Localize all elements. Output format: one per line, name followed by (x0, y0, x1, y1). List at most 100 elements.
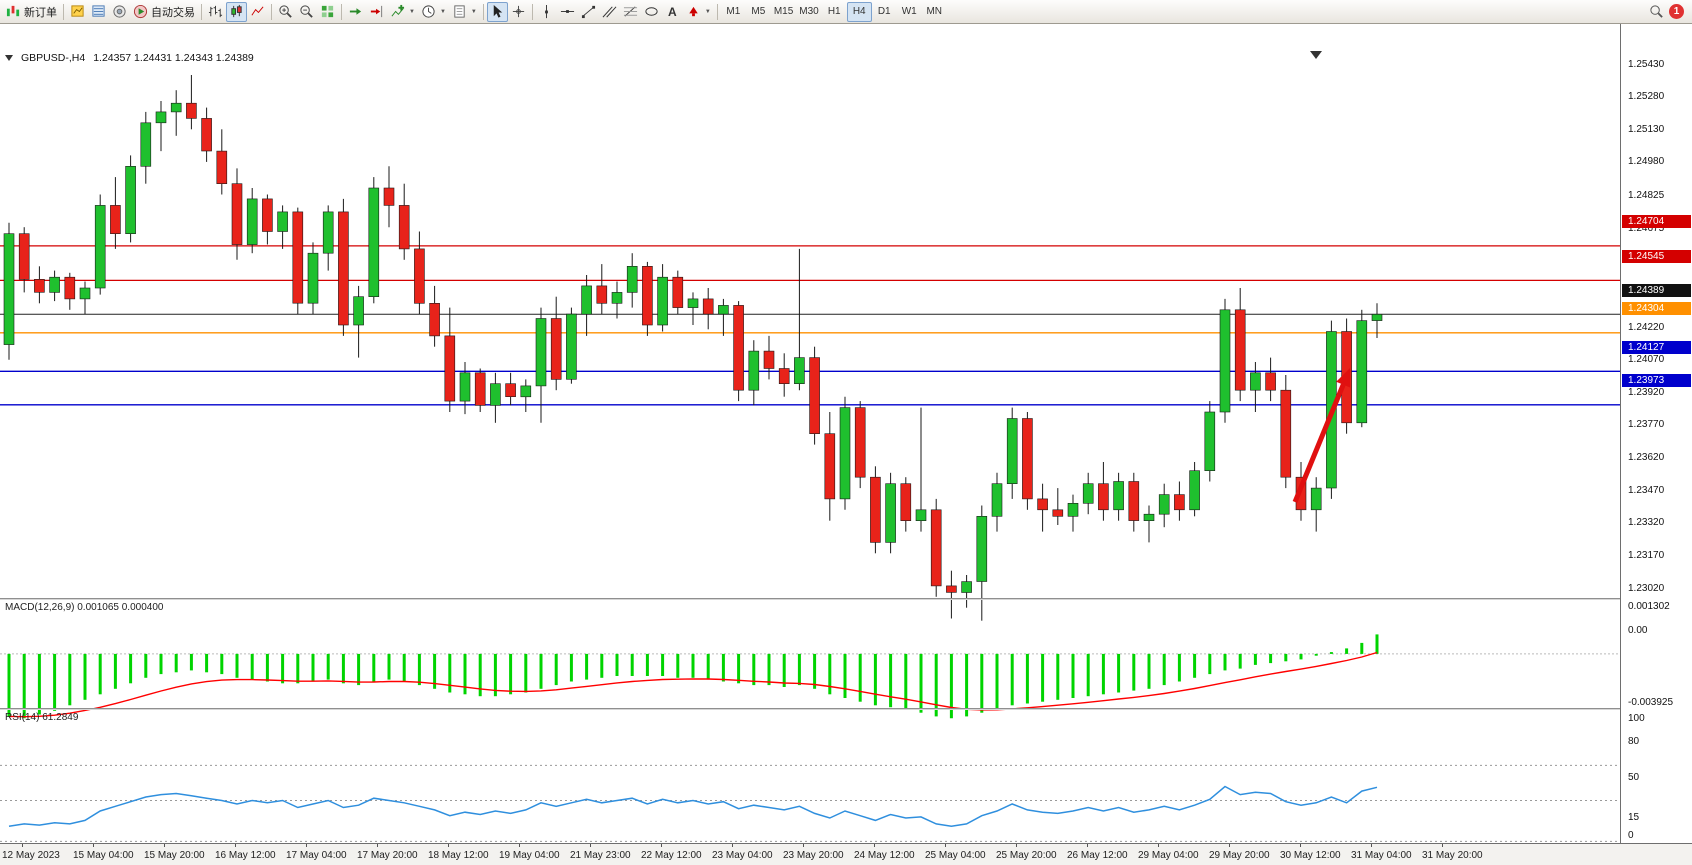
bar-chart-button[interactable] (205, 2, 226, 22)
candle (930, 498, 942, 597)
candle (262, 194, 273, 245)
macd-panel-splitter[interactable] (0, 598, 1620, 600)
zoom-out-button[interactable] (296, 2, 317, 22)
price-axis-label: 1.23320 (1628, 517, 1665, 529)
candle (672, 270, 684, 315)
periods-button[interactable]: ▼ (418, 2, 449, 22)
line-chart-icon (251, 6, 264, 16)
auto-scroll-button[interactable] (345, 2, 366, 22)
rsi-axis-label: 0 (1628, 830, 1634, 841)
price-tag-1.24389: 1.24389 (1622, 283, 1691, 297)
toolbar-separator (201, 3, 202, 20)
ohlc-readout: 1.24357 1.24431 1.24343 1.24389 (93, 52, 254, 64)
timeframe-d1-button[interactable]: D1 (872, 2, 897, 22)
time-axis-label: 19 May 04:00 (499, 850, 560, 861)
candle (794, 248, 805, 391)
main-chart-panel[interactable] (0, 48, 1620, 622)
auto-trading-button[interactable]: 自动交易 (130, 2, 198, 22)
candle (778, 353, 790, 397)
tile-windows-button[interactable] (317, 2, 338, 22)
templates-button[interactable]: ▼ (449, 2, 480, 22)
price-axis[interactable]: 1.254301.252801.251301.249801.248251.246… (1620, 24, 1692, 843)
time-axis-tick (1158, 844, 1159, 847)
navigator-button[interactable] (109, 2, 130, 22)
timeframe-m1-button[interactable]: M1 (721, 2, 746, 22)
toolbar-separator (63, 3, 64, 20)
timeframe-w1-button[interactable]: W1 (897, 2, 922, 22)
candle (292, 207, 304, 315)
time-axis-tick (661, 844, 662, 847)
notification-badge[interactable]: 1 (1669, 4, 1684, 19)
timeframe-mn-button[interactable]: MN (922, 2, 947, 22)
rsi-axis-label: 15 (1628, 812, 1640, 824)
horizontal-line-icon (560, 10, 574, 13)
price-axis-label: 1.25280 (1628, 91, 1665, 103)
candle (429, 285, 440, 347)
toolbar-separator (531, 3, 533, 20)
bar-chart-icon (208, 5, 223, 18)
fibonacci-button[interactable] (620, 2, 641, 22)
candle (414, 231, 425, 315)
timeframe-h1-button[interactable]: H1 (822, 2, 847, 22)
candle (596, 264, 608, 315)
new-order-label: 新订单 (24, 6, 57, 19)
candle (277, 205, 288, 249)
search-button[interactable] (1646, 2, 1667, 22)
candle (1280, 375, 1292, 489)
chevron-down-icon: ▼ (704, 8, 711, 15)
chart-shift-button[interactable] (366, 2, 387, 22)
candle (186, 75, 197, 130)
rsi-panel-splitter[interactable] (0, 708, 1620, 710)
time-axis-tick (377, 844, 378, 847)
time-axis-tick (590, 844, 591, 847)
vertical-line-button[interactable] (536, 2, 557, 22)
price-tag-1.24127: 1.24127 (1622, 340, 1691, 354)
candle (1219, 298, 1231, 423)
timeframe-m5-button[interactable]: M5 (746, 2, 771, 22)
time-axis-tick (22, 844, 23, 847)
macd-panel[interactable] (0, 624, 1620, 732)
timeframe-h4-button[interactable]: H4 (846, 1, 872, 22)
scroll-position-marker[interactable] (1310, 51, 1322, 59)
candle (216, 129, 228, 195)
time-axis-label: 24 May 12:00 (854, 850, 915, 861)
zoom-in-button[interactable] (275, 2, 296, 22)
candle (1113, 472, 1124, 521)
candle (1098, 462, 1109, 521)
candle (520, 379, 532, 412)
indicators-button[interactable]: ▼ (387, 2, 418, 22)
candlestick-chart-button[interactable] (226, 1, 247, 22)
trend-arrow-annotation[interactable] (1292, 368, 1351, 503)
candle (49, 270, 60, 302)
market-watch-button[interactable] (88, 2, 109, 22)
text-button[interactable]: A (662, 2, 683, 22)
candle (566, 307, 577, 384)
line-chart-button[interactable] (247, 2, 268, 22)
rsi-panel[interactable] (0, 734, 1620, 865)
candle (1158, 483, 1170, 528)
time-axis-tick (1229, 844, 1230, 847)
price-axis-label: 1.25130 (1628, 123, 1665, 135)
time-axis-label: 25 May 20:00 (996, 850, 1057, 861)
equidistant-channel-button[interactable] (599, 2, 620, 22)
crosshair-button[interactable] (508, 2, 529, 22)
trendline-button[interactable] (578, 2, 599, 22)
shapes-button[interactable] (641, 2, 662, 22)
time-axis-tick (1300, 844, 1301, 847)
time-axis[interactable]: 12 May 2023 15 May 04:00 15 May 20:00 16 Ma… (0, 843, 1692, 865)
periods-clock-icon (422, 5, 435, 18)
candle (1189, 462, 1200, 517)
main-toolbar: 新订单 自动交易 (0, 0, 1692, 24)
timeframe-m30-button[interactable]: M30 (796, 2, 821, 22)
candle (1052, 488, 1064, 525)
timeframe-m15-button[interactable]: M15 (771, 2, 796, 22)
cursor-button[interactable] (486, 1, 508, 22)
horizontal-line-button[interactable] (557, 2, 578, 22)
candle (444, 307, 456, 412)
candle (155, 101, 167, 152)
one-click-trading-toggle[interactable] (5, 55, 13, 61)
charts-button[interactable] (67, 2, 88, 22)
new-order-button[interactable]: 新订单 (3, 2, 60, 22)
time-axis-tick (732, 844, 733, 847)
arrow-object-button[interactable]: ▼ (683, 2, 714, 22)
